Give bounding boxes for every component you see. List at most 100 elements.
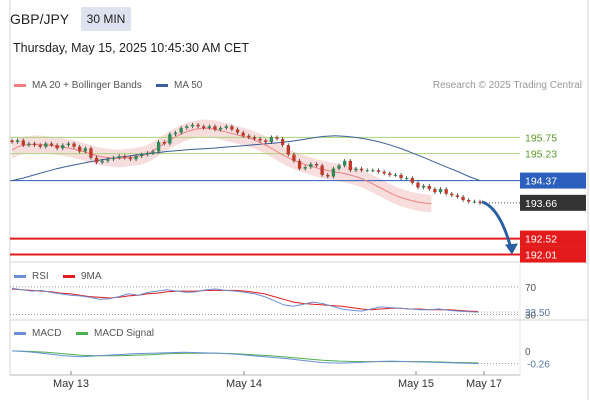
chart-datetime: Thursday, May 15, 2025 10:45:30 AM CET <box>13 41 250 55</box>
legend-macd-label: MACD <box>32 328 62 339</box>
candle-body <box>218 127 223 130</box>
x-label-may-15: May 15 <box>398 378 434 390</box>
candle-body <box>450 193 454 196</box>
candle-body <box>89 148 93 158</box>
symbol-title: GBP/JPY <box>10 11 70 27</box>
candle-body <box>49 143 54 146</box>
level-label-195-75: 195.75 <box>525 132 557 144</box>
legend-rsi-ma: 9MA <box>63 271 102 282</box>
candle-body <box>128 157 133 160</box>
candle-body <box>320 165 324 175</box>
candle-body <box>455 195 460 197</box>
legend-ma50-label: MA 50 <box>174 80 203 91</box>
candle-body <box>32 143 37 146</box>
candle-body <box>190 124 195 127</box>
candle-body <box>111 157 116 160</box>
candle-body <box>15 140 20 143</box>
candle-body <box>399 174 403 179</box>
candle-body <box>337 165 341 169</box>
macd-tick-0: 0 <box>525 347 531 358</box>
legend-rsi-swatch <box>14 275 26 278</box>
candle-body <box>252 137 257 139</box>
level-label-192-01: 192.01 <box>525 250 557 262</box>
candle-body <box>145 152 149 155</box>
candle-body <box>185 126 189 128</box>
candle-body <box>382 171 386 174</box>
candle-body <box>388 173 392 175</box>
candle-body <box>258 138 262 141</box>
rsi-tick-30: 30 <box>525 311 537 322</box>
candle-body <box>269 137 274 143</box>
bollinger-band <box>12 119 432 213</box>
candle-body <box>66 143 71 146</box>
candle-body <box>297 160 302 169</box>
candle-body <box>359 168 364 171</box>
candle-body <box>467 200 471 202</box>
candle-body <box>416 182 420 188</box>
candle-body <box>286 145 290 155</box>
candle-body <box>247 135 251 138</box>
level-tag-192-52 <box>520 230 586 247</box>
forecast-arrow <box>481 200 513 249</box>
legend-rsi: RSI <box>14 271 49 282</box>
candle-body <box>354 168 358 171</box>
candle-body <box>179 127 183 133</box>
candle-body <box>156 142 161 152</box>
candle-body <box>314 163 319 166</box>
candle-body <box>10 140 14 143</box>
level-label-193-66: 193.66 <box>525 198 557 210</box>
candle-body <box>241 132 245 136</box>
candle-body <box>405 178 409 180</box>
candle-body <box>433 189 437 193</box>
candle-body <box>94 157 99 163</box>
legend-ma20-swatch <box>14 84 26 87</box>
candle-body <box>202 126 206 128</box>
candle-body <box>343 160 347 166</box>
legend-ma50-swatch <box>156 84 168 87</box>
rsi-line <box>11 287 479 313</box>
ma50-line <box>11 135 481 182</box>
legend-macd-signal-label: MACD Signal <box>94 328 155 339</box>
candle-body <box>264 140 268 143</box>
legend-macd-swatch <box>14 332 26 335</box>
candle-body <box>106 159 110 161</box>
candle-body <box>230 126 234 130</box>
candle-body <box>140 154 144 157</box>
level-tag-194-37 <box>520 172 586 189</box>
candle-body <box>348 160 352 171</box>
candle-body <box>421 185 426 188</box>
candle-body <box>196 124 200 127</box>
candle-body <box>376 170 381 172</box>
candle-body <box>235 129 240 133</box>
candle-body <box>224 126 228 128</box>
candle-body <box>100 160 104 163</box>
candle-body <box>123 156 127 158</box>
macd-current-label: -0.26 <box>527 360 550 371</box>
x-label-may-14: May 14 <box>226 378 262 390</box>
candle-body <box>21 140 25 146</box>
legend-ma50: MA 50 <box>156 80 202 91</box>
candle-body <box>275 137 279 139</box>
forecast-arrow-head <box>505 243 518 255</box>
candle-body <box>444 189 448 194</box>
candle-body <box>213 126 217 130</box>
level-tag-192-01 <box>520 246 586 263</box>
rsi-tick-70: 70 <box>525 283 537 294</box>
candle-body <box>55 145 59 149</box>
level-tag-193-66 <box>520 194 586 211</box>
legend-ma20: MA 20 + Bollinger Bands <box>14 80 142 91</box>
legend-macd-signal: MACD Signal <box>76 328 154 339</box>
candle-body <box>438 189 443 193</box>
legend-rsi-label: RSI <box>32 271 49 282</box>
candle-body <box>134 156 138 160</box>
candle-body <box>393 174 398 176</box>
rsi-current-label: 33.50 <box>525 308 550 319</box>
legend-rsi-ma-label: 9MA <box>81 271 102 282</box>
level-label-195-23: 195.23 <box>525 149 557 161</box>
candle-body <box>207 126 212 128</box>
legend-rsi-ma-swatch <box>63 275 75 278</box>
timeframe-badge[interactable]: 30 MIN <box>81 7 131 31</box>
candle-body <box>472 201 477 203</box>
candle-body <box>77 146 82 152</box>
